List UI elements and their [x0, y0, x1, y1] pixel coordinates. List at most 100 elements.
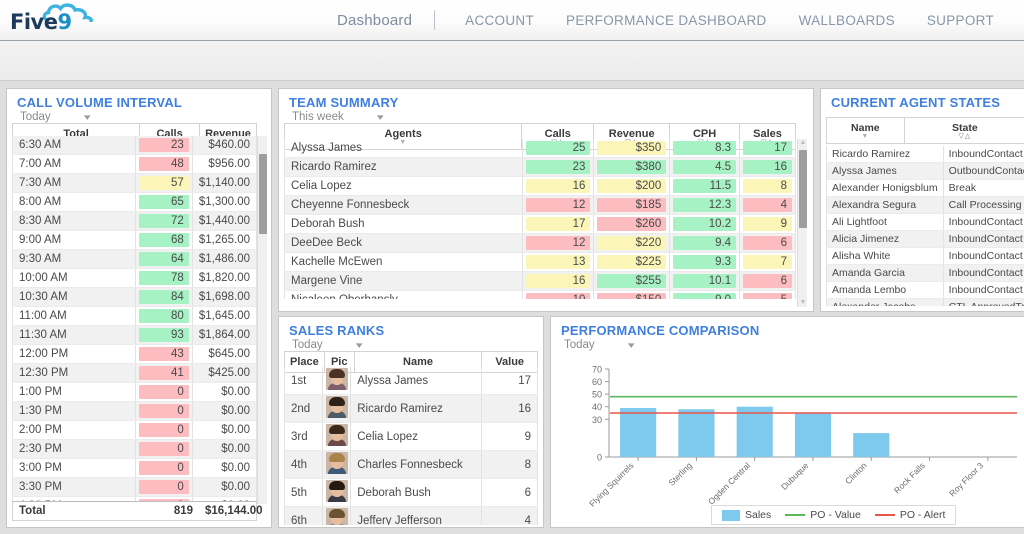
cell-calls: 0 [134, 458, 193, 478]
cell-pic [322, 367, 352, 395]
cell-calls: 80 [134, 306, 193, 326]
table-row[interactable]: 11:30 AM 93 $1,864.00 [12, 325, 257, 345]
chart-bar[interactable] [853, 433, 890, 457]
nav-item-account[interactable]: ACCOUNT [465, 12, 535, 28]
scrollbar-thumb[interactable] [799, 150, 807, 228]
cell-time: 2:00 PM [12, 420, 136, 440]
cell-calls: 0 [134, 401, 193, 421]
cell-calls: 93 [134, 325, 193, 345]
table-row[interactable]: 8:00 AM 65 $1,300.00 [12, 192, 257, 212]
scrollbar-thumb[interactable] [259, 154, 267, 234]
y-axis-tick-label: 30 [592, 415, 602, 425]
table-row[interactable]: Alicia Jimenez InboundContact [826, 230, 1024, 248]
cell-agent-state: InboundContact [942, 230, 1024, 248]
table-row[interactable]: 9:00 AM 68 $1,265.00 [12, 230, 257, 250]
call-volume-period-select[interactable]: Today ▾ [7, 111, 271, 126]
table-row[interactable]: 1:30 PM 0 $0.00 [12, 401, 257, 421]
x-axis-tick-label: Roy Floor 3 [947, 460, 985, 498]
cell-agent-state: OutboundContact [942, 162, 1024, 180]
chart-bar[interactable] [678, 409, 715, 457]
table-row[interactable]: Alisha White InboundContact [826, 247, 1024, 265]
table-row[interactable]: Ricardo Ramirez 23 $380 4.5 16 [284, 157, 796, 177]
table-row[interactable]: Nicaleen Oberhansly10$1509.05 [284, 290, 796, 299]
nav-item-dashboard[interactable]: Dashboard [336, 11, 413, 29]
x-axis-tick-label: Clinton [843, 460, 869, 486]
table-row[interactable]: Alexander Honigsblum Break [826, 179, 1024, 197]
legend-item-po-alert[interactable]: PO - Alert [874, 509, 945, 521]
team-summary-scrollbar[interactable]: ▲ ▼ [797, 139, 807, 307]
table-row[interactable]: 10:30 AM 84 $1,698.00 [12, 287, 257, 307]
chart-bar[interactable] [794, 413, 832, 457]
table-row[interactable]: Cheyenne Fonnesbeck 12 $185 12.3 4 [284, 195, 796, 215]
cell-time: 11:30 AM [12, 325, 136, 345]
cell-revenue: $0.00 [191, 477, 257, 497]
table-row[interactable]: 6:30 AM 23 $460.00 [12, 136, 257, 155]
table-row[interactable]: Alyssa James 25 $350 8.3 17 [284, 139, 796, 158]
table-row[interactable]: 12:30 PM 41 $425.00 [12, 363, 257, 383]
table-row[interactable]: 11:00 AM 80 $1,645.00 [12, 306, 257, 326]
cell-calls: 0 [134, 382, 193, 402]
legend-item-sales[interactable]: Sales [722, 509, 771, 521]
nav-item-performance-dashboard[interactable]: PERFORMANCE DASHBOARD [566, 12, 767, 28]
table-row[interactable]: 3:30 PM 0 $0.00 [12, 477, 257, 497]
table-row[interactable]: Celia Lopez 16 $200 11.5 8 [284, 176, 796, 196]
table-row[interactable]: Ali Lightfoot InboundContact [826, 213, 1024, 231]
avatar [325, 424, 348, 446]
table-row[interactable]: Alexandra Segura Call Processing [826, 196, 1024, 214]
list-item[interactable]: 3rd Celia Lopez 9 [284, 422, 538, 451]
list-item[interactable]: 4th Charles Fonnesbeck 8 [284, 450, 538, 479]
panel-current-agent-states: CURRENT AGENT STATES Name ▼ State ▽△ Ric… [820, 88, 1024, 312]
table-row[interactable]: 7:00 AM 48 $956.00 [12, 154, 257, 174]
table-row[interactable]: 10:00 AM 78 $1,820.00 [12, 268, 257, 288]
legend-swatch [874, 514, 895, 516]
dashboard-stage: CALL VOLUME INTERVAL Today ▾ Total Calls… [0, 82, 1024, 534]
cell-value: 4 [480, 506, 538, 525]
sales-ranks-period-select[interactable]: Today ▾ [279, 339, 543, 354]
col-state[interactable]: State ▽△ [903, 117, 1024, 144]
table-row[interactable]: 8:30 AM 72 $1,440.00 [12, 211, 257, 231]
team-summary-period-select[interactable]: This week ▾ [279, 111, 813, 126]
call-volume-scrollbar[interactable] [257, 136, 267, 504]
cell-value: 17 [480, 367, 538, 395]
team-summary-period-value: This week [292, 111, 344, 123]
table-row[interactable]: Alyssa James OutboundContact [826, 162, 1024, 180]
list-item[interactable]: 5th Deborah Bush 6 [284, 478, 538, 507]
chart-bar[interactable] [736, 406, 773, 457]
nav-item-support[interactable]: SUPPORT [926, 12, 994, 28]
nav-item-wallboards[interactable]: WALLBOARDS [798, 12, 895, 28]
table-row[interactable]: Kachelle McEwen 13 $225 9.3 7 [284, 252, 796, 272]
table-row[interactable]: Ricardo Ramirez InboundContact [826, 146, 1024, 163]
calls-chip: 57 [138, 176, 189, 190]
table-row[interactable]: Amanda Garcia InboundContact [826, 264, 1024, 282]
table-row[interactable]: Deborah Bush 17 $260 10.2 9 [284, 214, 796, 234]
col-name[interactable]: Name ▼ [826, 117, 905, 144]
table-row[interactable]: Margene Vine 16 $255 10.1 6 [284, 271, 796, 291]
team-summary-table: Alyssa James 25 $350 8.3 17 Ricardo Ramirez 23… [284, 139, 796, 299]
table-row[interactable]: 7:30 AM 57 $1,140.00 [12, 173, 257, 193]
table-row[interactable]: Amanda Lembo InboundContact [826, 281, 1024, 299]
legend-item-po-value[interactable]: PO - Value [785, 509, 861, 521]
team-summary-scroll-area[interactable]: Alyssa James 25 $350 8.3 17 Ricardo Ramirez 23… [284, 139, 796, 299]
chart-bar[interactable] [620, 407, 657, 457]
table-row[interactable]: 2:00 PM 0 $0.00 [12, 420, 257, 440]
table-row[interactable]: 12:00 PM 43 $645.00 [12, 344, 257, 364]
calls-chip: 78 [138, 271, 189, 285]
table-row[interactable]: 1:00 PM 0 $0.00 [12, 382, 257, 402]
cell-agent: DeeDee Beck [284, 233, 523, 253]
table-row[interactable]: Alexander JacobsCTL ApprovedTraining ONL… [826, 298, 1024, 306]
call-volume-scroll-area[interactable]: 6:30 AM 23 $460.00 7:00 AM 48 $956.00 7:30 AM 5… [12, 136, 257, 504]
list-item[interactable]: 6th Jeffery Jefferson 4 [284, 506, 538, 525]
scroll-down-arrow-icon[interactable]: ▼ [799, 299, 807, 306]
five9-logo[interactable]: Five9 [6, 0, 106, 41]
agent-states-scroll-area[interactable]: Ricardo Ramirez InboundContact Alyssa Jame… [826, 146, 1024, 306]
list-item[interactable]: 1st Alyssa James 17 [284, 367, 538, 395]
table-row[interactable]: DeeDee Beck 12 $220 9.4 6 [284, 233, 796, 253]
table-row[interactable]: 3:00 PM 0 $0.00 [12, 458, 257, 478]
sales-ranks-scroll-area[interactable]: 1st Alyssa James 17 2nd Ricardo Ramirez 16 3rd… [284, 367, 538, 525]
list-item[interactable]: 2nd Ricardo Ramirez 16 [284, 394, 538, 423]
cell-value: 16 [480, 394, 538, 423]
table-row[interactable]: 9:30 AM 64 $1,486.00 [12, 249, 257, 269]
table-row[interactable]: 2:30 PM 0 $0.00 [12, 439, 257, 459]
scroll-up-arrow-icon[interactable]: ▲ [799, 139, 807, 146]
performance-period-select[interactable]: Today ▾ [551, 339, 1024, 354]
